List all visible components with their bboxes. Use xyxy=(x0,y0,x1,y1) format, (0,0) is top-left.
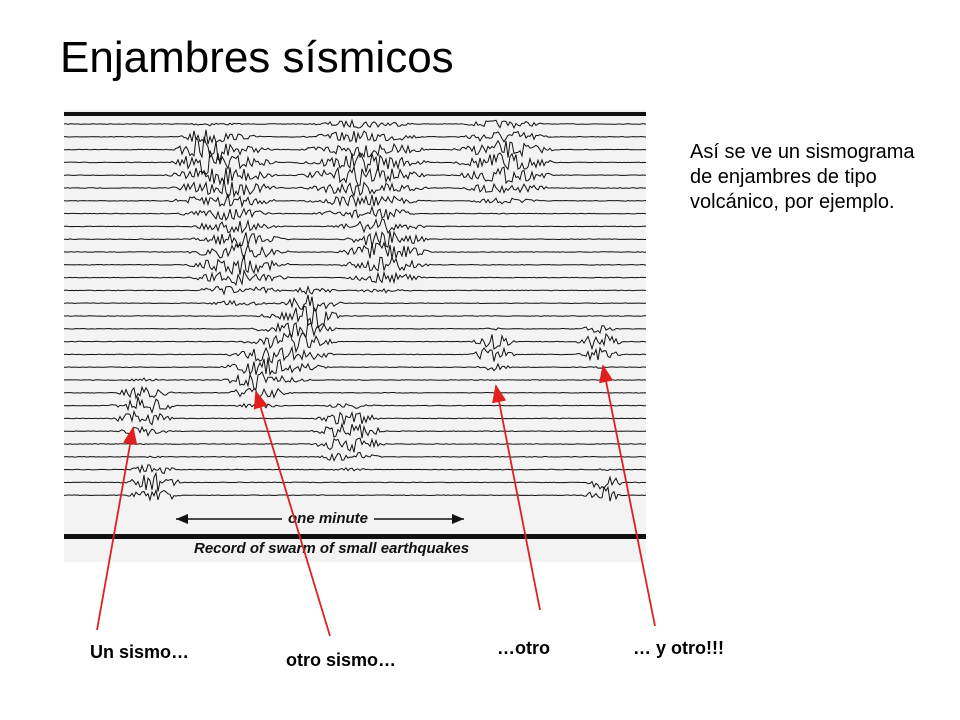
seismogram-trace-line xyxy=(64,129,646,145)
description-text: Así se ve un sismograma de enjambres de … xyxy=(690,141,915,214)
seismogram-trace-line xyxy=(64,136,646,162)
seismogram-trace-line xyxy=(64,485,646,502)
arrow-third-quake xyxy=(492,384,541,611)
seismogram-trace-line xyxy=(64,241,646,261)
seismogram-bottom-border xyxy=(64,534,646,539)
arrow-first-quake xyxy=(96,426,138,631)
seismogram-trace-line xyxy=(64,255,646,276)
seismogram-trace-line xyxy=(64,357,646,377)
seismogram-trace-line xyxy=(64,305,646,329)
minute-scale-label: one minute xyxy=(282,510,375,527)
seismogram-trace-line xyxy=(64,294,646,313)
seismogram-trace-line xyxy=(64,331,646,354)
arrow-second-quake xyxy=(253,390,331,637)
seismogram-trace-line xyxy=(64,205,646,222)
seismogram-trace-line xyxy=(64,422,646,439)
seismogram-trace-line xyxy=(64,230,646,248)
seismogram-trace-line xyxy=(64,179,646,199)
minute-scale-arrow-left xyxy=(176,514,188,524)
seismogram-trace-line xyxy=(64,345,646,364)
seismogram-trace-line xyxy=(64,218,646,235)
seismogram-trace-line xyxy=(64,463,646,475)
seismogram-traces xyxy=(64,112,646,539)
label-y-otro: … y otro!!! xyxy=(633,638,724,658)
label-otro-sismo: otro sismo… xyxy=(286,650,397,670)
label-otro: …otro xyxy=(497,638,550,658)
seismogram-trace-line xyxy=(64,118,646,129)
minute-scale-arrow-right xyxy=(452,514,464,524)
seismogram-trace-line xyxy=(64,409,646,426)
seismogram-trace-line xyxy=(64,385,646,400)
seismogram-trace-line xyxy=(64,317,646,340)
seismogram-image: one minute Record of swarm of small eart… xyxy=(64,110,646,562)
seismogram-caption: Record of swarm of small earthquakes xyxy=(194,540,470,557)
seismogram-trace-line xyxy=(64,166,646,186)
seismogram-trace-line xyxy=(64,193,646,209)
seismogram-trace-line xyxy=(64,150,646,176)
seismogram-trace-line xyxy=(64,370,646,390)
slide-title: Enjambres sísmicos xyxy=(60,33,454,82)
seismogram-trace-line xyxy=(64,451,646,462)
seismogram-trace-line xyxy=(64,285,646,296)
seismogram-trace-line xyxy=(64,437,646,453)
arrow-fourth-quake xyxy=(599,364,656,627)
seismogram-top-border xyxy=(64,112,646,116)
seismogram-trace-line xyxy=(64,396,646,415)
label-un-sismo: Un sismo… xyxy=(90,642,190,662)
seismogram-trace-line xyxy=(64,268,646,286)
seismogram-trace-line xyxy=(64,471,646,492)
